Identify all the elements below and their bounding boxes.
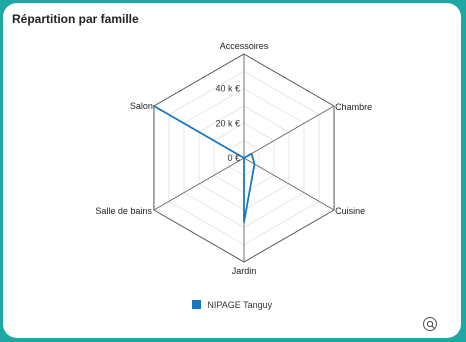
axis-label-jardin: Jardin xyxy=(232,266,257,276)
radar-series xyxy=(153,105,256,224)
chart-title: Répartition par famille xyxy=(12,12,139,26)
radar-spoke xyxy=(153,157,245,211)
axis-label-salon: Salon xyxy=(130,101,153,111)
radar-labels: 0 € 20 k € 40 k € Accessoires Chambre Cuisine… xyxy=(95,41,372,276)
zoom-icon xyxy=(426,320,435,329)
radial-tick-label: 0 € xyxy=(227,153,240,163)
radar-spoke xyxy=(243,105,335,159)
legend-item[interactable]: NIPAGE Tanguy xyxy=(191,300,273,310)
legend: NIPAGE Tanguy xyxy=(3,300,461,310)
radar-spoke xyxy=(243,157,335,211)
radar-chart: 0 € 20 k € 40 k € Accessoires Chambre Cuisine… xyxy=(95,41,372,276)
radial-tick-label: 20 k € xyxy=(215,118,240,128)
axis-label-chambre: Chambre xyxy=(335,102,372,112)
zoom-button[interactable] xyxy=(423,317,437,331)
series-line xyxy=(153,105,256,224)
radial-tick-label: 40 k € xyxy=(215,84,240,94)
legend-swatch xyxy=(191,300,201,309)
legend-label: NIPAGE Tanguy xyxy=(207,300,273,310)
axis-label-accessoires: Accessoires xyxy=(220,41,269,51)
axis-label-salle-de-bains: Salle de bains xyxy=(95,206,152,216)
axis-label-cuisine: Cuisine xyxy=(335,206,365,216)
chart-card: Répartition par famille 0 € 20 k € 40 k € A… xyxy=(3,3,461,338)
